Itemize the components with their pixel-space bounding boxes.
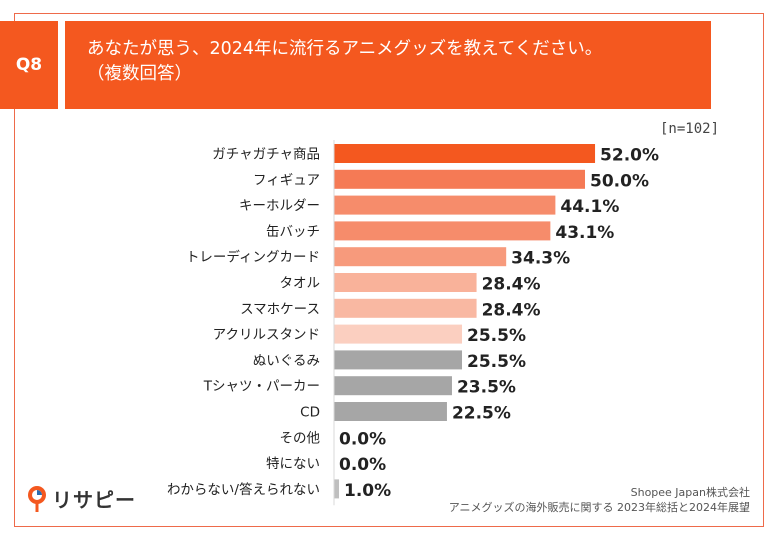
bar bbox=[334, 324, 463, 344]
category-label: 缶バッチ bbox=[266, 224, 320, 240]
bar bbox=[334, 169, 585, 189]
question-number-badge: Q8 bbox=[0, 21, 58, 109]
bar bbox=[334, 298, 477, 318]
question-note: （複数回答） bbox=[87, 64, 192, 84]
risapi-logo: リサピー bbox=[26, 484, 136, 513]
value-label: 25.5% bbox=[467, 352, 526, 372]
bar bbox=[334, 273, 477, 292]
logo-text: リサピー bbox=[52, 488, 136, 512]
category-label: ぬいぐるみ bbox=[253, 353, 320, 369]
outer-frame bbox=[14, 13, 764, 527]
question-text: あなたが思う、2024年に流行るアニメグッズを教えてください。 bbox=[87, 39, 603, 59]
bar bbox=[334, 402, 447, 421]
category-label: キーホルダー bbox=[239, 198, 320, 214]
bar bbox=[334, 350, 463, 370]
value-label: 52.0% bbox=[600, 146, 659, 166]
value-label: 43.1% bbox=[555, 223, 614, 243]
value-label: 1.0% bbox=[344, 481, 391, 501]
value-label: 28.4% bbox=[482, 275, 541, 295]
bar bbox=[334, 195, 556, 215]
value-label: 50.0% bbox=[590, 171, 649, 191]
value-label: 44.1% bbox=[560, 197, 619, 217]
value-label: 22.5% bbox=[452, 404, 511, 424]
value-label: 34.3% bbox=[511, 249, 570, 269]
category-label: CD bbox=[300, 405, 320, 421]
value-label: 23.5% bbox=[457, 378, 516, 398]
value-label: 0.0% bbox=[339, 429, 386, 449]
category-label: わからない/答えられない bbox=[167, 481, 320, 498]
value-label: 25.5% bbox=[467, 326, 526, 346]
bar bbox=[334, 479, 340, 499]
bars-group: ガチャガチャ商品 52.0% フィギュア 50.0% キーホルダー 44.1% 缶バッチ 43… bbox=[167, 140, 659, 506]
source-credit: Shopee Japan株式会社 アニメグッズの海外販売に関する 2023年総括… bbox=[449, 485, 750, 515]
category-label: ガチャガチャ商品 bbox=[212, 147, 320, 163]
pin-icon bbox=[28, 485, 46, 512]
bar bbox=[334, 144, 596, 163]
source-report: アニメグッズの海外販売に関する 2023年総括と2024年展望 bbox=[448, 501, 750, 514]
category-label: トレーディングカード bbox=[186, 249, 320, 266]
value-label: 0.0% bbox=[339, 455, 386, 475]
category-label: スマホケース bbox=[240, 301, 320, 317]
value-label: 28.4% bbox=[482, 300, 541, 320]
category-label: Tシャツ・パーカー bbox=[203, 379, 320, 395]
source-company: Shopee Japan株式会社 bbox=[630, 486, 750, 499]
bar bbox=[334, 376, 452, 396]
bar bbox=[334, 221, 551, 241]
category-label: 特にない bbox=[266, 456, 320, 472]
sample-size-note: [n=102] bbox=[660, 121, 720, 137]
category-label: その他 bbox=[280, 430, 321, 446]
category-label: タオル bbox=[280, 276, 321, 292]
category-label: アクリルスタンド bbox=[213, 327, 320, 343]
bar bbox=[334, 247, 507, 267]
category-label: フィギュア bbox=[253, 172, 320, 188]
question-banner: あなたが思う、2024年に流行るアニメグッズを教えてください。 （複数回答） bbox=[65, 21, 711, 109]
